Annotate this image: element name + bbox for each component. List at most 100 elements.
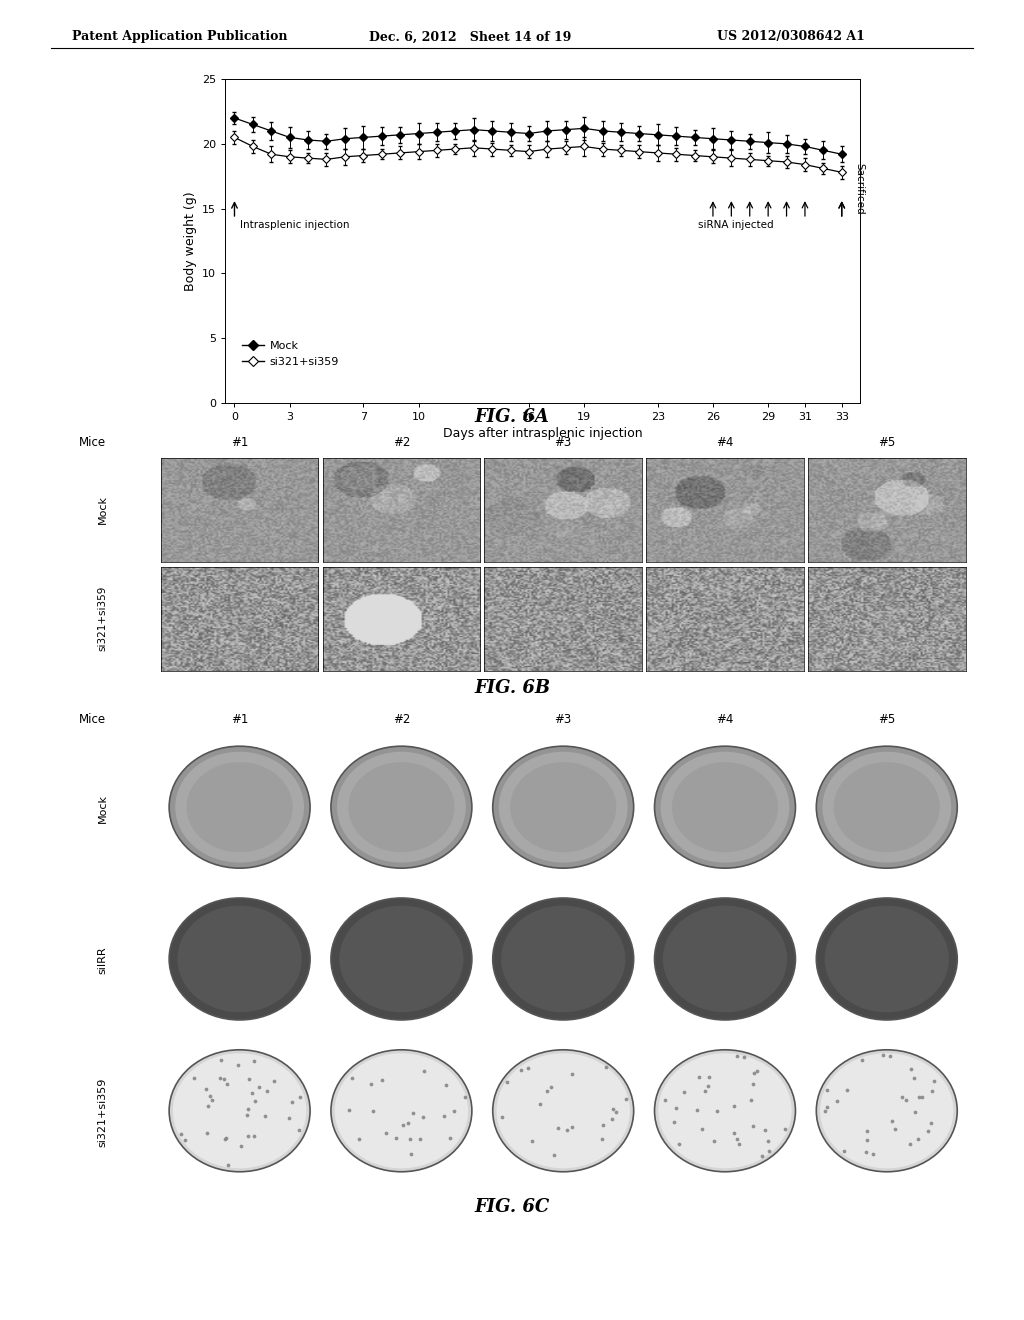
Text: siRNA injected: siRNA injected — [698, 220, 774, 230]
Point — [350, 1129, 367, 1150]
Point — [902, 1134, 919, 1155]
Point — [563, 1117, 580, 1138]
Point — [924, 1111, 940, 1133]
X-axis label: Days after intrasplenic injection: Days after intrasplenic injection — [443, 428, 642, 440]
Point — [176, 1129, 193, 1150]
Point — [777, 1118, 794, 1139]
Point — [913, 1086, 930, 1107]
Point — [374, 1069, 390, 1090]
Point — [442, 1127, 459, 1148]
Point — [218, 1073, 234, 1094]
Point — [362, 1073, 379, 1094]
Point — [216, 1068, 232, 1089]
Point — [239, 1104, 255, 1125]
Point — [292, 1086, 308, 1107]
Point — [513, 1060, 529, 1081]
Point — [818, 1097, 835, 1118]
Point — [266, 1071, 283, 1092]
Point — [865, 1143, 882, 1164]
Ellipse shape — [654, 898, 796, 1020]
Point — [761, 1140, 777, 1162]
Point — [700, 1067, 717, 1088]
Point — [378, 1123, 394, 1144]
Point — [217, 1129, 233, 1150]
Point — [817, 1101, 834, 1122]
Point — [402, 1129, 419, 1150]
Point — [726, 1122, 742, 1143]
Point — [726, 1096, 742, 1117]
Text: #2: #2 — [393, 436, 410, 449]
Point — [412, 1129, 428, 1150]
Point — [858, 1130, 874, 1151]
Point — [853, 1049, 869, 1071]
Point — [858, 1142, 874, 1163]
Point — [750, 1060, 766, 1081]
Point — [543, 1077, 559, 1098]
Point — [898, 1089, 914, 1110]
Point — [760, 1130, 776, 1151]
Point — [257, 1106, 273, 1127]
Point — [247, 1126, 263, 1147]
Point — [598, 1057, 614, 1078]
Point — [520, 1057, 537, 1078]
Ellipse shape — [335, 1053, 468, 1168]
Ellipse shape — [658, 1053, 792, 1168]
Ellipse shape — [339, 906, 464, 1012]
Ellipse shape — [663, 906, 787, 1012]
Ellipse shape — [654, 1049, 796, 1172]
Point — [754, 1146, 770, 1167]
Text: FIG. 6B: FIG. 6B — [474, 678, 550, 697]
Text: #1: #1 — [231, 713, 248, 726]
Point — [894, 1086, 910, 1107]
Point — [281, 1107, 297, 1129]
Text: Patent Application Publication: Patent Application Publication — [72, 30, 287, 44]
Point — [699, 1076, 716, 1097]
Point — [757, 1119, 773, 1140]
Point — [198, 1078, 214, 1100]
Point — [902, 1059, 919, 1080]
Point — [550, 1118, 566, 1139]
Point — [199, 1122, 215, 1143]
Point — [742, 1089, 759, 1110]
Point — [909, 1129, 926, 1150]
Point — [204, 1089, 220, 1110]
Point — [603, 1109, 620, 1130]
Point — [524, 1130, 541, 1151]
Point — [247, 1090, 263, 1111]
Point — [229, 1055, 246, 1076]
Text: Sacrificed: Sacrificed — [855, 164, 864, 215]
Ellipse shape — [331, 898, 472, 1020]
Point — [874, 1044, 891, 1065]
Ellipse shape — [816, 898, 957, 1020]
Point — [291, 1119, 307, 1140]
Ellipse shape — [497, 1053, 630, 1168]
Ellipse shape — [177, 906, 302, 1012]
Point — [689, 1100, 706, 1121]
Point — [259, 1080, 275, 1101]
Point — [839, 1080, 855, 1101]
Text: #5: #5 — [879, 436, 895, 449]
Ellipse shape — [834, 762, 940, 853]
Ellipse shape — [501, 906, 626, 1012]
Point — [671, 1134, 687, 1155]
Point — [220, 1154, 237, 1175]
Point — [212, 1068, 228, 1089]
Text: Intrasplenic injection: Intrasplenic injection — [240, 220, 349, 230]
Ellipse shape — [822, 752, 951, 863]
Point — [906, 1068, 923, 1089]
Point — [594, 1114, 610, 1135]
Text: Mice: Mice — [79, 713, 105, 726]
Point — [399, 1111, 416, 1133]
Point — [438, 1074, 455, 1096]
Point — [415, 1106, 431, 1127]
Ellipse shape — [493, 746, 634, 869]
Ellipse shape — [173, 1053, 306, 1168]
Text: si321+si359: si321+si359 — [97, 1077, 108, 1147]
Point — [744, 1115, 761, 1137]
Ellipse shape — [510, 762, 616, 853]
Ellipse shape — [660, 752, 790, 863]
Point — [240, 1098, 256, 1119]
Point — [186, 1068, 203, 1089]
Point — [744, 1073, 761, 1094]
Point — [657, 1089, 674, 1110]
